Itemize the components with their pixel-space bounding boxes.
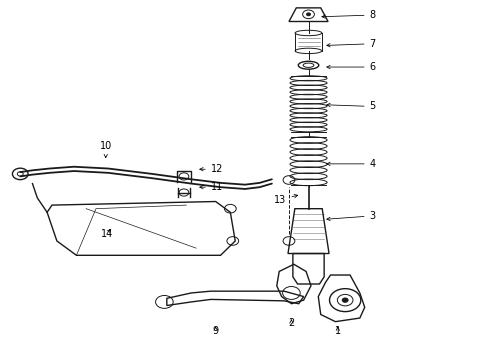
Text: 4: 4 <box>327 159 376 169</box>
Text: 9: 9 <box>213 325 219 336</box>
Text: 14: 14 <box>101 229 113 239</box>
Text: 6: 6 <box>327 62 376 72</box>
Text: 10: 10 <box>99 141 112 158</box>
Text: 8: 8 <box>322 10 376 20</box>
Text: 7: 7 <box>327 39 376 49</box>
Text: 2: 2 <box>288 319 294 328</box>
Text: 11: 11 <box>200 182 223 192</box>
Text: 12: 12 <box>200 164 223 174</box>
Text: 3: 3 <box>327 211 376 221</box>
Text: 13: 13 <box>274 194 298 205</box>
Circle shape <box>342 298 348 302</box>
Text: 1: 1 <box>335 325 341 336</box>
Circle shape <box>307 13 311 16</box>
Text: 5: 5 <box>327 102 376 112</box>
